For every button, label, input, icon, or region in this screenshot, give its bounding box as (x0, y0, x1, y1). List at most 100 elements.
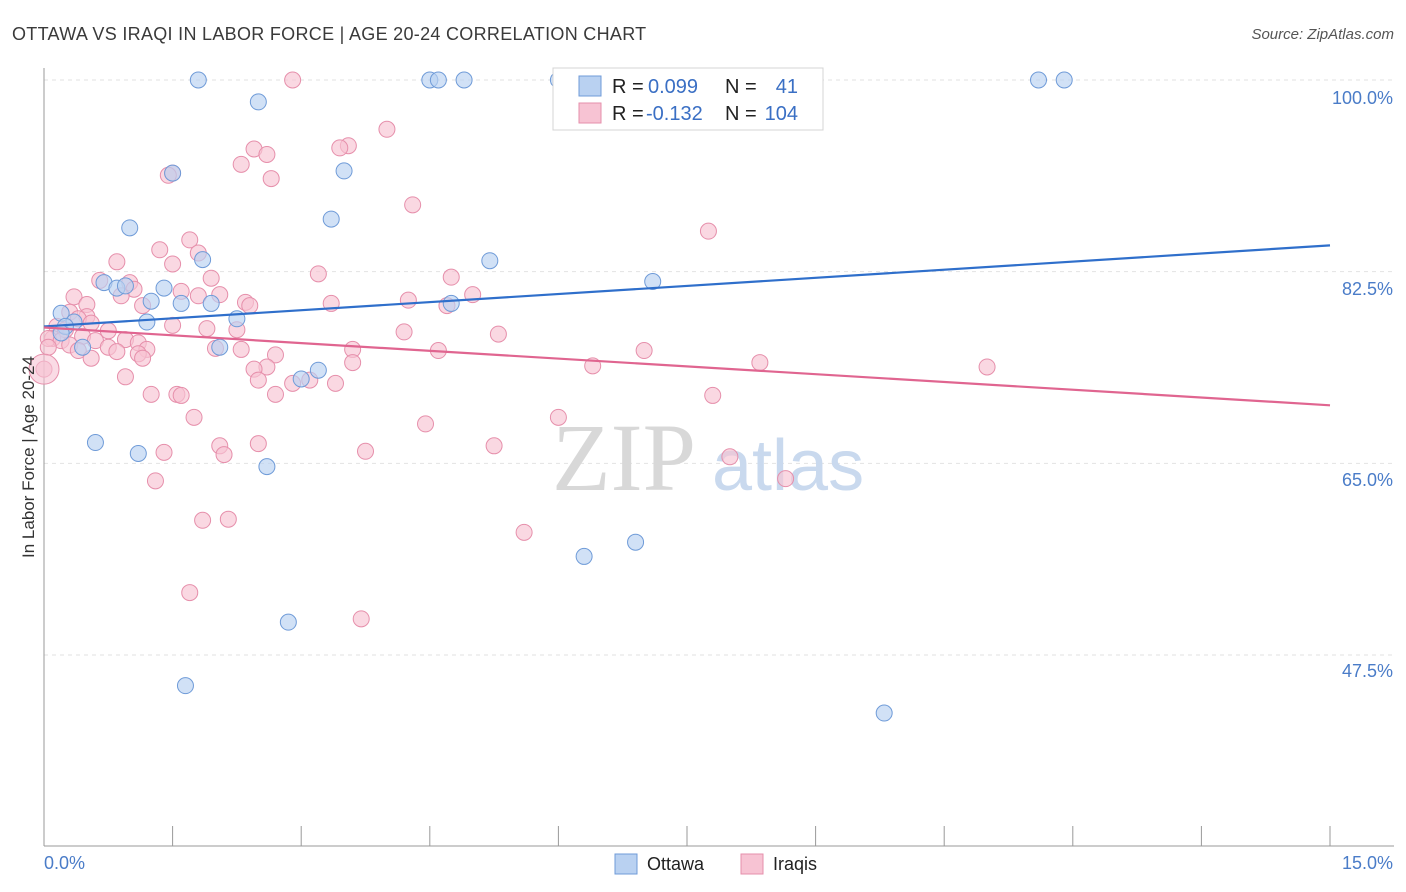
iraqis-point (777, 470, 795, 488)
y-tick-label: 100.0% (1332, 88, 1393, 108)
ottawa-point (194, 251, 212, 269)
iraqis-point (704, 386, 722, 404)
chart-title: OTTAWA VS IRAQI IN LABOR FORCE | AGE 20-… (12, 24, 646, 44)
iraqis-point (721, 448, 739, 466)
iraqis-point (635, 342, 653, 360)
iraqis-n-label: N = (725, 103, 757, 125)
iraqis-point (352, 610, 370, 628)
ottawa-point (142, 292, 160, 310)
iraqis-point (262, 170, 280, 188)
ottawa-point (249, 93, 267, 111)
ottawa-points (52, 71, 1073, 722)
iraqis-bottom-swatch (740, 853, 764, 875)
ottawa-bottom-swatch (614, 853, 638, 875)
iraqis-point (249, 371, 267, 389)
bottom-legend: Ottawa Iraqis (614, 853, 817, 875)
iraqis-legend-swatch (578, 102, 602, 124)
iraqis-point (28, 353, 60, 385)
iraqis-point (134, 349, 152, 367)
iraqis-point (399, 291, 417, 309)
ottawa-point (455, 71, 473, 89)
iraqis-point (142, 385, 160, 403)
iraqis-point (198, 320, 216, 338)
iraqis-point (417, 415, 435, 433)
ottawa-point (1055, 71, 1073, 89)
iraqis-point (978, 358, 996, 376)
iraqis-point (146, 472, 164, 490)
y-tick-label: 47.5% (1342, 661, 1393, 681)
iraqis-point (404, 196, 422, 214)
chart-source: Source: ZipAtlas.com (1251, 26, 1394, 43)
iraqis-point (116, 368, 134, 386)
ottawa-r-label: R = (612, 76, 644, 98)
watermark-atlas: atlas (712, 426, 864, 506)
iraqis-point (395, 323, 413, 341)
ottawa-n-label: N = (725, 76, 757, 98)
ottawa-point (627, 533, 645, 551)
ottawa-point (644, 273, 662, 291)
iraqis-point (442, 268, 460, 286)
iraqis-point (219, 510, 237, 528)
iraqis-point (189, 287, 207, 305)
iraqis-point (151, 241, 169, 259)
ottawa-n-value: 41 (776, 76, 798, 98)
y-axis-label: In Labor Force | Age 20-24 (19, 356, 38, 558)
iraqis-point (181, 231, 199, 249)
ottawa-point (202, 294, 220, 312)
iraqis-point (344, 354, 362, 372)
ottawa-point (429, 71, 447, 89)
iraqis-point (172, 386, 190, 404)
iraqis-point (489, 325, 507, 343)
iraqis-n-value: 104 (765, 103, 798, 125)
iraqis-point (549, 408, 567, 426)
watermark: ZIP atlas (552, 404, 864, 511)
ottawa-point (86, 434, 104, 452)
iraqis-point (155, 443, 173, 461)
iraqis-point (515, 523, 533, 541)
ottawa-point (189, 71, 207, 89)
ottawa-point (129, 444, 147, 462)
ottawa-point (211, 338, 229, 356)
iraqis-point (108, 343, 126, 361)
x-tick-marks (172, 826, 1331, 846)
ottawa-legend-swatch (578, 75, 602, 97)
ottawa-point (1030, 71, 1048, 89)
ottawa-point (116, 277, 134, 295)
ottawa-bottom-label: Ottawa (647, 854, 705, 874)
iraqis-bottom-label: Iraqis (773, 854, 817, 874)
ottawa-point (292, 370, 310, 388)
iraqis-point (258, 145, 276, 163)
iraqis-point (284, 71, 302, 89)
iraqis-point (331, 139, 349, 157)
ottawa-trend-line (43, 244, 1331, 328)
iraqis-point (194, 511, 212, 529)
y-tick-label: 82.5% (1342, 279, 1393, 299)
iraqis-point (164, 255, 182, 273)
ottawa-point (138, 313, 156, 331)
iraqis-point (185, 408, 203, 426)
ottawa-point (176, 677, 194, 695)
iraqis-point (357, 442, 374, 460)
iraqis-point (202, 269, 220, 287)
iraqis-point (485, 437, 503, 455)
iraqis-point (181, 584, 199, 602)
iraqis-point (241, 297, 259, 315)
ottawa-point (74, 338, 92, 356)
iraqis-point (378, 120, 396, 138)
watermark-zip: ZIP (552, 404, 696, 511)
iraqis-point (266, 346, 284, 364)
ottawa-point (121, 219, 139, 237)
iraqis-point (699, 222, 717, 240)
ottawa-point (335, 162, 353, 180)
iraqis-point (266, 385, 284, 403)
iraqis-r-value: -0.132 (646, 103, 703, 125)
x-tick-label: 15.0% (1342, 853, 1393, 873)
ottawa-point (875, 704, 893, 722)
ottawa-point (575, 547, 593, 565)
ottawa-point (155, 279, 173, 297)
iraqis-point (108, 253, 126, 271)
iraqis-point (326, 374, 344, 392)
iraqis-point (39, 338, 57, 356)
ottawa-point (481, 252, 499, 270)
